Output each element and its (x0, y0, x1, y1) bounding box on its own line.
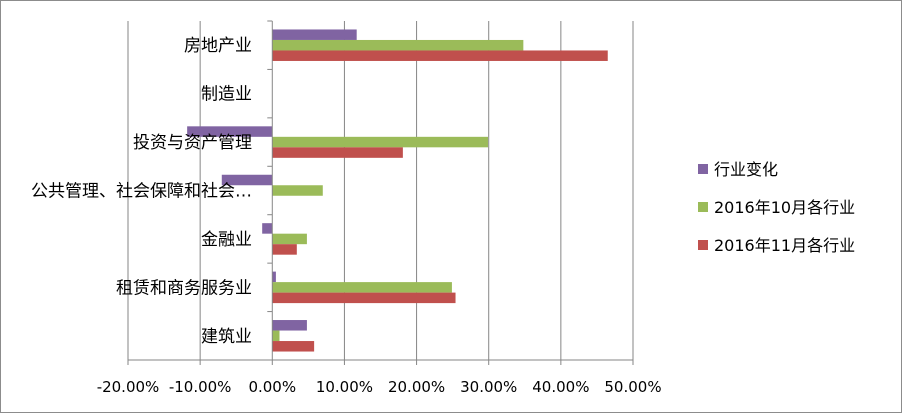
category-label: 制造业 (201, 85, 252, 105)
bar-1-5 (262, 223, 273, 234)
bar-1-6 (272, 271, 276, 283)
legend: 行业变化 2016年10月各行业 2016年11月各行业 (698, 160, 855, 255)
legend-swatch (698, 164, 708, 174)
x-tick-label: -20.00% (97, 378, 160, 396)
legend-swatch (698, 240, 708, 250)
axes (127, 20, 634, 365)
bar-3-5 (272, 244, 297, 255)
bar-3-3 (272, 147, 403, 158)
bar-2-5 (272, 233, 307, 245)
category-label: 房地产业 (184, 36, 252, 56)
x-tick-label: 10.00% (316, 378, 373, 396)
x-tick-labels: -20.00% -10.00% 0.00% 10.00% 20.00% 30.00% 40.… (97, 378, 662, 396)
category-label: 金融业 (201, 230, 252, 250)
bar-3-1 (272, 50, 608, 61)
gridlines (127, 21, 634, 360)
bar-1-4 (221, 174, 273, 186)
bar-3-6 (272, 292, 456, 304)
x-tick-label: 30.00% (460, 378, 517, 396)
legend-label: 2016年10月各行业 (714, 198, 855, 217)
bar-1-1 (272, 29, 357, 40)
x-tick-label: 40.00% (532, 378, 589, 396)
category-label: 建筑业 (201, 327, 252, 347)
x-tick-label: 0.00% (248, 378, 296, 396)
x-tick-label: 50.00% (604, 378, 661, 396)
bar-2-4 (272, 185, 323, 196)
legend-swatch (698, 202, 708, 212)
category-label: 租赁和商务服务业 (116, 278, 252, 298)
bar-2-3 (272, 136, 488, 148)
bar-2-7 (272, 330, 280, 342)
category-label: 公共管理、社会保障和社会… (31, 182, 252, 202)
x-tick-label: 20.00% (388, 378, 445, 396)
bar-2-6 (272, 282, 452, 293)
bar-1-7 (272, 320, 307, 331)
bar-2-1 (272, 39, 524, 51)
x-tick-label: -10.00% (169, 378, 232, 396)
legend-label: 2016年11月各行业 (714, 236, 855, 255)
bars (187, 29, 608, 352)
bar-3-7 (272, 341, 315, 352)
legend-label: 行业变化 (714, 160, 778, 179)
category-label: 投资与资产管理 (133, 133, 252, 153)
bar-1-3 (187, 126, 273, 137)
